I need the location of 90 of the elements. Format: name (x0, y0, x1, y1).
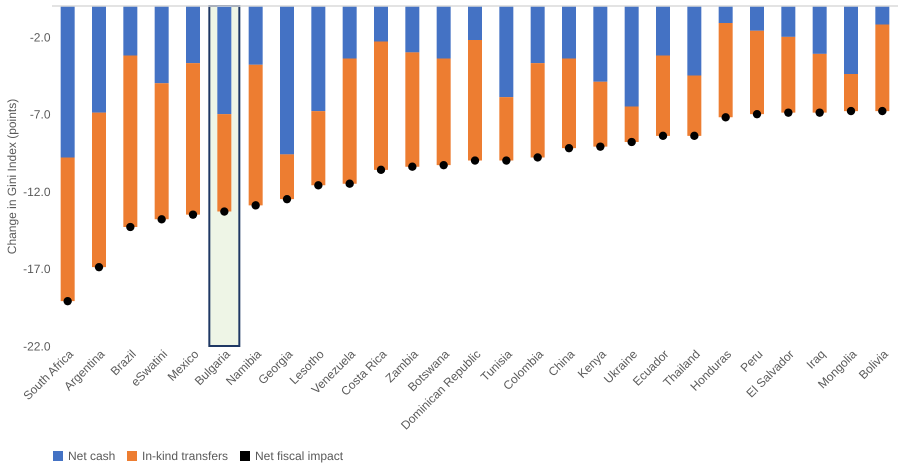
bar (280, 6, 294, 154)
bar (436, 6, 451, 59)
bar (562, 58, 576, 148)
bar (311, 6, 326, 112)
bar (248, 6, 263, 65)
point (314, 181, 323, 190)
point (658, 132, 668, 140)
bar (186, 6, 200, 64)
point (721, 113, 730, 122)
point (439, 161, 448, 170)
point (784, 108, 793, 117)
bar (593, 6, 608, 82)
bar (781, 6, 796, 37)
point (596, 142, 605, 151)
bar (468, 40, 482, 161)
point (627, 138, 636, 146)
bar (405, 52, 420, 167)
y-tick-label: -2.0 (30, 30, 51, 44)
point (282, 195, 292, 204)
bar (92, 6, 106, 113)
point (220, 207, 229, 216)
legend-label: Net fiscal impact (255, 449, 344, 463)
point (376, 166, 386, 174)
point (157, 215, 166, 224)
bar (280, 154, 294, 200)
bar (624, 6, 639, 106)
y-tick-label: -12.0 (23, 184, 51, 199)
bar (60, 157, 75, 302)
point (533, 153, 542, 162)
point (502, 156, 511, 165)
bar (530, 6, 545, 64)
legend-label: Net cash (68, 449, 116, 463)
bar (530, 63, 545, 158)
bar (342, 6, 357, 59)
bar (718, 23, 733, 118)
bar (593, 82, 608, 147)
bar (92, 112, 106, 268)
point (94, 263, 104, 272)
bar (217, 6, 232, 114)
bar (844, 74, 858, 112)
legend-label: In-kind transfers (142, 449, 228, 463)
point (251, 201, 260, 210)
point (815, 108, 824, 117)
point (345, 180, 354, 188)
y-tick-label: -22.0 (23, 340, 51, 354)
bar (624, 106, 639, 142)
point (690, 132, 699, 140)
point (564, 144, 574, 152)
bar (812, 6, 827, 54)
point (752, 110, 762, 118)
bar (154, 6, 169, 84)
y-axis-title: Change in Gini Index (points) (5, 98, 20, 254)
bar (812, 54, 827, 113)
bar (844, 6, 858, 74)
bar (186, 63, 200, 215)
bar (875, 24, 890, 112)
bar (562, 6, 576, 59)
point (470, 156, 480, 165)
bar (656, 6, 670, 56)
bar (781, 36, 796, 113)
point (188, 210, 198, 219)
bar (750, 6, 764, 31)
bar (499, 97, 514, 161)
bar (60, 6, 75, 158)
y-tick-label: -7.0 (30, 108, 51, 122)
bar (342, 58, 357, 184)
point (878, 106, 887, 116)
bar (718, 6, 733, 23)
point (63, 297, 72, 306)
bar (154, 83, 169, 220)
bar (311, 111, 326, 186)
bar (123, 55, 138, 227)
bar (468, 6, 482, 40)
point (408, 162, 417, 171)
bar (687, 6, 702, 76)
bar (405, 6, 420, 52)
bar (656, 55, 670, 136)
y-tick-label: -17.0 (23, 262, 51, 276)
bar (750, 30, 764, 114)
point (846, 106, 856, 116)
bar (374, 42, 388, 170)
bar (687, 76, 702, 136)
bar (374, 6, 388, 42)
bar (123, 6, 138, 56)
point (126, 222, 135, 232)
bar (499, 6, 514, 98)
bar (875, 6, 890, 25)
bar (217, 114, 232, 212)
bar (436, 58, 451, 166)
bar (248, 64, 263, 206)
